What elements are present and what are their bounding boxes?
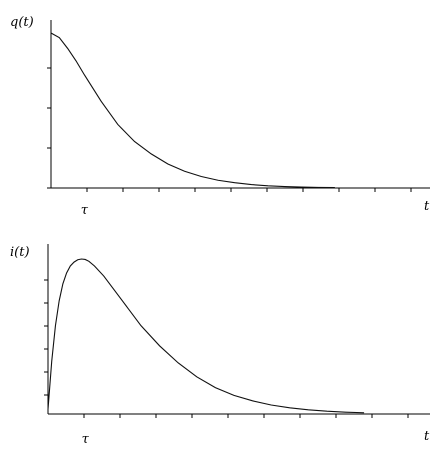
current-chart: i(t) t τ	[10, 244, 430, 447]
x-axis-label: t	[424, 199, 430, 214]
series-line	[50, 32, 335, 189]
charge-chart: q(t) t τ	[10, 15, 430, 218]
x-axis-label: t	[424, 429, 430, 444]
series-line	[47, 258, 365, 414]
y-axis-label: q(t)	[10, 15, 34, 30]
x-tick-label-tau: τ	[82, 432, 90, 447]
x-tick-label-tau: τ	[81, 203, 89, 218]
y-axis-label: i(t)	[10, 245, 30, 260]
